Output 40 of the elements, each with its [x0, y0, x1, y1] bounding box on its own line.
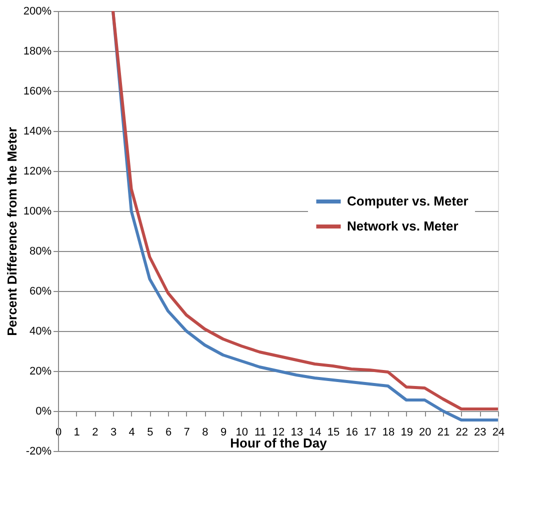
- x-tick-label: 10: [236, 426, 248, 438]
- x-tick-label: 20: [419, 426, 432, 438]
- y-tick-label: 80%: [29, 246, 52, 258]
- y-tick-label: 60%: [29, 286, 52, 298]
- x-tick-label: 5: [147, 426, 154, 438]
- x-tick-label: 9: [220, 426, 227, 438]
- x-tick-label: 24: [492, 426, 505, 438]
- y-tick-label: 120%: [23, 166, 52, 178]
- x-tick-label: 13: [290, 426, 303, 438]
- y-axis-title: Percent Difference from the Meter: [4, 127, 20, 336]
- y-tick-label: 140%: [23, 126, 52, 138]
- y-tick-label: 0%: [36, 406, 52, 418]
- x-tick-label: 3: [110, 426, 117, 438]
- y-tick-label: 20%: [29, 366, 52, 378]
- x-tick-label: 12: [272, 426, 285, 438]
- x-tick-label: 17: [364, 426, 376, 438]
- x-tick-label: 2: [92, 426, 98, 438]
- x-tick-label: 11: [254, 426, 266, 438]
- x-tick-label: 21: [437, 426, 450, 438]
- x-tick-label: 14: [309, 426, 322, 438]
- x-tick-label: 23: [474, 426, 486, 438]
- y-tick-label: 100%: [23, 206, 52, 218]
- x-axis-title: Hour of the Day: [230, 436, 328, 450]
- y-tick-label: -20%: [26, 446, 52, 458]
- x-tick-label: 7: [184, 426, 190, 438]
- x-tick-label: 1: [74, 426, 80, 438]
- y-tick-label: 160%: [23, 86, 52, 98]
- x-tick-label: 16: [346, 426, 358, 438]
- legend-label: Network vs. Meter: [347, 218, 458, 234]
- x-tick-label: 22: [456, 426, 468, 438]
- y-tick-label: 200%: [23, 6, 52, 18]
- y-tick-label: 180%: [23, 46, 52, 58]
- x-tick-label: 15: [327, 426, 340, 438]
- x-tick-label: 4: [128, 426, 135, 438]
- y-tick-label: 40%: [29, 326, 52, 338]
- legend-label: Computer vs. Meter: [347, 194, 468, 208]
- x-tick-label: 18: [382, 426, 395, 438]
- x-tick-label: 6: [165, 426, 172, 438]
- x-tick-label: 8: [202, 426, 208, 438]
- x-tick-label: 19: [400, 426, 413, 438]
